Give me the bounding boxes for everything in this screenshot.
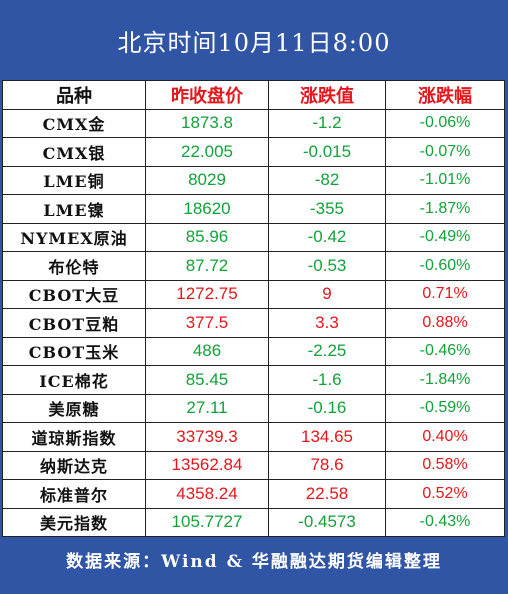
table-row: 道琼斯指数 33739.3 134.65 0.40% xyxy=(2,422,505,452)
source-note: 数据来源：Wind & 华融融达期货编辑整理 xyxy=(66,551,442,572)
change-pct-cell: -0.43% xyxy=(385,507,505,537)
change-value-cell: 9 xyxy=(268,279,386,309)
table-row: CBOT大豆 1272.75 9 0.71% xyxy=(2,279,505,309)
close-price-cell: 4358.24 xyxy=(145,479,269,509)
change-pct-cell: -1.84% xyxy=(385,365,505,395)
change-pct-cell: -0.46% xyxy=(385,336,505,366)
table-row: CBOT豆粕 377.5 3.3 0.88% xyxy=(2,308,505,338)
commodity-name-cell: LME铜 xyxy=(2,165,146,195)
table-row: 标准普尔 4358.24 22.58 0.52% xyxy=(2,479,505,509)
commodity-name-cell: LME镍 xyxy=(2,194,146,224)
page-title-bar: 北京时间10月11日8:00 xyxy=(0,0,508,80)
change-value-cell: -82 xyxy=(268,165,386,195)
change-pct-cell: 0.88% xyxy=(385,308,505,338)
change-pct-cell: -0.60% xyxy=(385,251,505,281)
close-price-cell: 27.11 xyxy=(145,393,269,423)
change-value-cell: -2.25 xyxy=(268,336,386,366)
change-value-cell: 78.6 xyxy=(268,450,386,480)
close-price-cell: 1272.75 xyxy=(145,279,269,309)
change-value-cell: -1.6 xyxy=(268,365,386,395)
column-header-name: 品种 xyxy=(2,80,146,110)
table-row: LME镍 18620 -355 -1.87% xyxy=(2,194,505,224)
commodity-name-cell: 美元指数 xyxy=(2,507,146,537)
close-price-cell: 33739.3 xyxy=(145,422,269,452)
column-header-pct: 涨跌幅 xyxy=(385,80,505,110)
change-pct-cell: 0.40% xyxy=(385,422,505,452)
table-row: ICE棉花 85.45 -1.6 -1.84% xyxy=(2,365,505,395)
close-price-cell: 85.96 xyxy=(145,222,269,252)
table-row: NYMEX原油 85.96 -0.42 -0.49% xyxy=(2,222,505,252)
change-pct-cell: -0.49% xyxy=(385,222,505,252)
commodity-name-cell: CBOT大豆 xyxy=(2,279,146,309)
table-row: LME铜 8029 -82 -1.01% xyxy=(2,165,505,195)
commodity-name-cell: 道琼斯指数 xyxy=(2,422,146,452)
close-price-cell: 85.45 xyxy=(145,365,269,395)
change-value-cell: -1.2 xyxy=(268,108,386,138)
change-value-cell: 3.3 xyxy=(268,308,386,338)
table-body: CMX金 1873.8 -1.2 -0.06% CMX银 22.005 -0.015 -0.0… xyxy=(2,108,505,537)
commodity-name-cell: CBOT豆粕 xyxy=(2,308,146,338)
quote-table-container: 品种 昨收盘价 涨跌值 涨跌幅 CMX金 1873.8 -1.2 -0.06% CMX银… xyxy=(2,80,505,537)
table-row: 美原糖 27.11 -0.16 -0.59% xyxy=(2,393,505,423)
close-price-cell: 8029 xyxy=(145,165,269,195)
table-row: CMX银 22.005 -0.015 -0.07% xyxy=(2,137,505,167)
change-value-cell: -0.42 xyxy=(268,222,386,252)
column-header-change: 涨跌值 xyxy=(268,80,386,110)
commodity-name-cell: 布伦特 xyxy=(2,251,146,281)
change-value-cell: -0.53 xyxy=(268,251,386,281)
source-footer: 数据来源：Wind & 华融融达期货编辑整理 xyxy=(0,524,508,594)
close-price-cell: 377.5 xyxy=(145,308,269,338)
close-price-cell: 22.005 xyxy=(145,137,269,167)
close-price-cell: 87.72 xyxy=(145,251,269,281)
change-value-cell: -355 xyxy=(268,194,386,224)
change-pct-cell: -0.59% xyxy=(385,393,505,423)
change-value-cell: 22.58 xyxy=(268,479,386,509)
change-pct-cell: -0.07% xyxy=(385,137,505,167)
table-row: CBOT玉米 486 -2.25 -0.46% xyxy=(2,336,505,366)
change-pct-cell: 0.52% xyxy=(385,479,505,509)
close-price-cell: 486 xyxy=(145,336,269,366)
close-price-cell: 1873.8 xyxy=(145,108,269,138)
commodity-name-cell: 标准普尔 xyxy=(2,479,146,509)
table-row: 纳斯达克 13562.84 78.6 0.58% xyxy=(2,450,505,480)
change-value-cell: -0.16 xyxy=(268,393,386,423)
commodity-name-cell: NYMEX原油 xyxy=(2,222,146,252)
commodity-name-cell: CBOT玉米 xyxy=(2,336,146,366)
commodity-name-cell: 纳斯达克 xyxy=(2,450,146,480)
table-row: 布伦特 87.72 -0.53 -0.60% xyxy=(2,251,505,281)
commodity-name-cell: CMX金 xyxy=(2,108,146,138)
commodity-name-cell: ICE棉花 xyxy=(2,365,146,395)
column-header-close: 昨收盘价 xyxy=(145,80,269,110)
close-price-cell: 18620 xyxy=(145,194,269,224)
change-pct-cell: 0.58% xyxy=(385,450,505,480)
table-row: 美元指数 105.7727 -0.4573 -0.43% xyxy=(2,507,505,537)
page-title: 北京时间10月11日8:00 xyxy=(117,28,391,57)
change-pct-cell: -1.01% xyxy=(385,165,505,195)
commodity-name-cell: 美原糖 xyxy=(2,393,146,423)
close-price-cell: 105.7727 xyxy=(145,507,269,537)
table-row: CMX金 1873.8 -1.2 -0.06% xyxy=(2,108,505,138)
change-value-cell: 134.65 xyxy=(268,422,386,452)
change-value-cell: -0.015 xyxy=(268,137,386,167)
close-price-cell: 13562.84 xyxy=(145,450,269,480)
change-pct-cell: 0.71% xyxy=(385,279,505,309)
quote-table: 品种 昨收盘价 涨跌值 涨跌幅 CMX金 1873.8 -1.2 -0.06% CMX银… xyxy=(2,80,505,537)
change-pct-cell: -0.06% xyxy=(385,108,505,138)
table-header-row: 品种 昨收盘价 涨跌值 涨跌幅 xyxy=(2,80,505,110)
change-pct-cell: -1.87% xyxy=(385,194,505,224)
commodity-name-cell: CMX银 xyxy=(2,137,146,167)
